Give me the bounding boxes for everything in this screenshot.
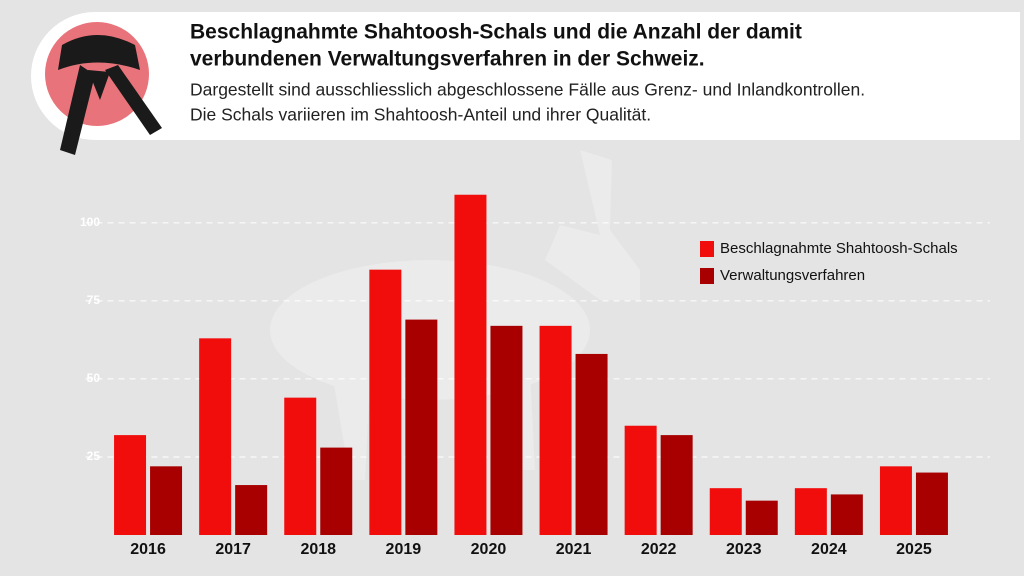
bar xyxy=(794,488,827,535)
bar xyxy=(879,466,912,535)
x-tick-label: 2021 xyxy=(556,541,592,558)
bar xyxy=(539,325,572,535)
x-tick-label: 2022 xyxy=(641,541,677,558)
legend-swatch xyxy=(700,241,714,257)
x-tick-label: 2025 xyxy=(896,541,932,558)
legend-label: Beschlagnahmte Shahtoosh-Schals xyxy=(720,240,958,257)
x-tick-label: 2023 xyxy=(726,541,762,558)
bar xyxy=(709,488,742,535)
bar xyxy=(320,447,353,535)
x-tick-label: 2019 xyxy=(386,541,422,558)
legend-swatch xyxy=(700,268,714,284)
x-tick-label: 2020 xyxy=(471,541,507,558)
legend-label: Verwaltungsverfahren xyxy=(720,267,865,284)
bar xyxy=(235,485,268,535)
chart-subtitle: Dargestellt sind ausschliesslich abgesch… xyxy=(190,80,865,100)
x-tick-label: 2016 xyxy=(130,541,166,558)
chart-title: verbundenen Verwaltungsverfahren in der … xyxy=(190,48,705,71)
x-tick-label: 2018 xyxy=(300,541,336,558)
bar xyxy=(405,319,438,535)
chart-subtitle: Die Schals variieren im Shahtoosh-Anteil… xyxy=(190,105,651,125)
y-tick-label: 100 xyxy=(80,215,100,229)
y-tick-label: 75 xyxy=(87,293,101,307)
bar xyxy=(915,472,948,535)
bar xyxy=(830,494,863,535)
bar xyxy=(660,435,693,535)
bar xyxy=(454,194,487,535)
bar xyxy=(199,338,232,535)
chart-title: Beschlagnahmte Shahtoosh-Schals und die … xyxy=(190,21,802,44)
bar xyxy=(150,466,183,535)
bar xyxy=(114,435,147,535)
bar xyxy=(624,425,657,535)
y-tick-label: 25 xyxy=(87,449,101,463)
x-tick-label: 2017 xyxy=(215,541,251,558)
header-banner xyxy=(31,12,1020,140)
bar xyxy=(284,397,317,535)
bar xyxy=(575,353,608,535)
bar xyxy=(745,500,778,535)
bar xyxy=(490,325,523,535)
x-tick-label: 2024 xyxy=(811,541,847,558)
scarf-icon xyxy=(58,35,162,155)
bar xyxy=(369,269,402,535)
y-tick-label: 50 xyxy=(87,371,101,385)
